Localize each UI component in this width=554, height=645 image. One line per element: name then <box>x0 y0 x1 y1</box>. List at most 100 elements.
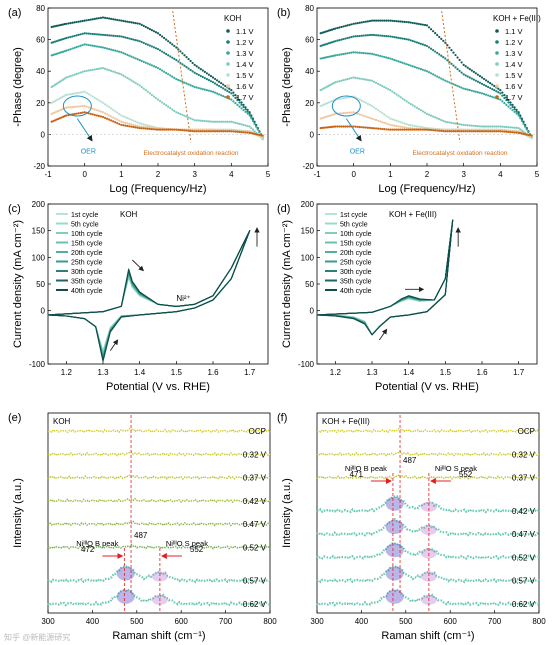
data-point <box>519 128 522 131</box>
cv-cycle-curve <box>316 219 454 336</box>
data-point <box>197 86 200 90</box>
data-point <box>429 128 433 132</box>
data-point <box>358 98 361 101</box>
data-point <box>177 78 180 82</box>
data-point <box>79 91 82 94</box>
data-point <box>415 22 418 25</box>
data-point <box>167 105 170 108</box>
data-point <box>144 125 147 129</box>
data-point <box>489 82 492 85</box>
data-point <box>489 128 492 131</box>
series-1-2V <box>50 32 264 139</box>
data-point <box>211 81 215 84</box>
raman-spectrum <box>316 451 540 457</box>
x-tick-label: 600 <box>175 617 189 626</box>
data-point <box>244 110 247 114</box>
data-point <box>366 20 370 23</box>
data-point <box>185 129 188 132</box>
legend-marker <box>495 73 499 77</box>
data-point <box>511 105 514 109</box>
data-point <box>124 20 127 23</box>
data-point <box>432 129 435 132</box>
data-point <box>134 39 137 42</box>
data-point <box>234 130 237 133</box>
data-point <box>450 128 453 131</box>
data-point <box>126 36 129 40</box>
x-tick-label: 300 <box>41 617 55 626</box>
data-point <box>142 125 145 128</box>
data-point <box>101 16 105 19</box>
data-point <box>364 78 367 81</box>
data-point <box>242 105 245 109</box>
data-point <box>156 47 160 51</box>
cv-cycle-curve <box>316 219 454 336</box>
data-point <box>421 126 425 129</box>
data-point <box>391 35 394 38</box>
data-point <box>195 86 198 89</box>
data-point <box>242 131 245 134</box>
data-point <box>124 116 127 119</box>
data-point <box>154 66 158 69</box>
data-point <box>103 116 107 119</box>
data-point <box>442 129 445 133</box>
data-point <box>478 75 482 78</box>
data-point <box>458 69 461 72</box>
data-point <box>105 117 109 120</box>
x-axis-label: Potential (V vs. RHE) <box>106 381 210 393</box>
data-point <box>395 119 398 122</box>
data-point <box>454 83 457 87</box>
data-point <box>377 127 380 130</box>
x-tick-label: 400 <box>86 617 100 626</box>
data-point <box>405 128 408 131</box>
data-point <box>81 90 84 94</box>
data-point <box>427 113 431 116</box>
data-point <box>407 21 410 24</box>
data-point <box>360 126 363 129</box>
legend-entry: 1.5 V <box>505 71 523 80</box>
data-point <box>93 17 96 20</box>
data-point <box>132 125 135 129</box>
panel-label: (f) <box>277 412 287 424</box>
data-point <box>436 75 439 78</box>
data-point <box>352 22 355 25</box>
data-point <box>85 43 88 46</box>
data-point <box>432 30 435 33</box>
data-point <box>142 127 145 130</box>
data-point <box>112 116 115 119</box>
x-tick-label: 1.7 <box>513 368 525 377</box>
raman-spectrum <box>47 543 271 550</box>
data-point <box>215 79 219 82</box>
cv-cycle-curve <box>316 219 454 336</box>
legend-marker <box>495 51 499 55</box>
legend-marker <box>226 40 230 44</box>
data-point <box>407 123 410 127</box>
data-point <box>118 50 121 53</box>
data-point <box>207 73 211 76</box>
data-point <box>218 130 221 133</box>
oer-arrow <box>345 118 362 142</box>
x-tick-label: 4 <box>229 170 234 179</box>
data-point <box>403 98 406 102</box>
data-point <box>466 130 469 133</box>
data-point <box>395 20 398 23</box>
data-point <box>203 119 206 123</box>
data-point <box>65 76 68 79</box>
data-point <box>509 126 512 129</box>
data-point <box>87 93 90 96</box>
data-point <box>211 76 215 79</box>
plot-frame <box>316 7 538 167</box>
s-peak-glow <box>420 571 437 582</box>
data-point <box>438 76 441 79</box>
data-point <box>368 33 372 37</box>
data-point <box>87 32 90 35</box>
data-point <box>354 76 357 79</box>
data-point <box>57 98 60 101</box>
data-point <box>193 71 196 74</box>
data-point <box>222 120 225 123</box>
y-tick-label: 60 <box>305 36 314 45</box>
data-point <box>181 129 184 132</box>
x-axis-label: Raman shift (cm⁻¹) <box>112 630 205 642</box>
data-point <box>472 124 475 127</box>
data-point <box>358 21 361 24</box>
data-point <box>397 60 400 63</box>
